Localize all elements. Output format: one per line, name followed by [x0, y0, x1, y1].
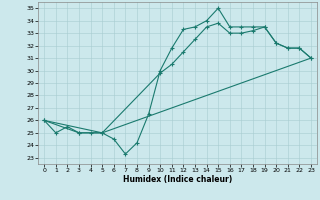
X-axis label: Humidex (Indice chaleur): Humidex (Indice chaleur)	[123, 175, 232, 184]
